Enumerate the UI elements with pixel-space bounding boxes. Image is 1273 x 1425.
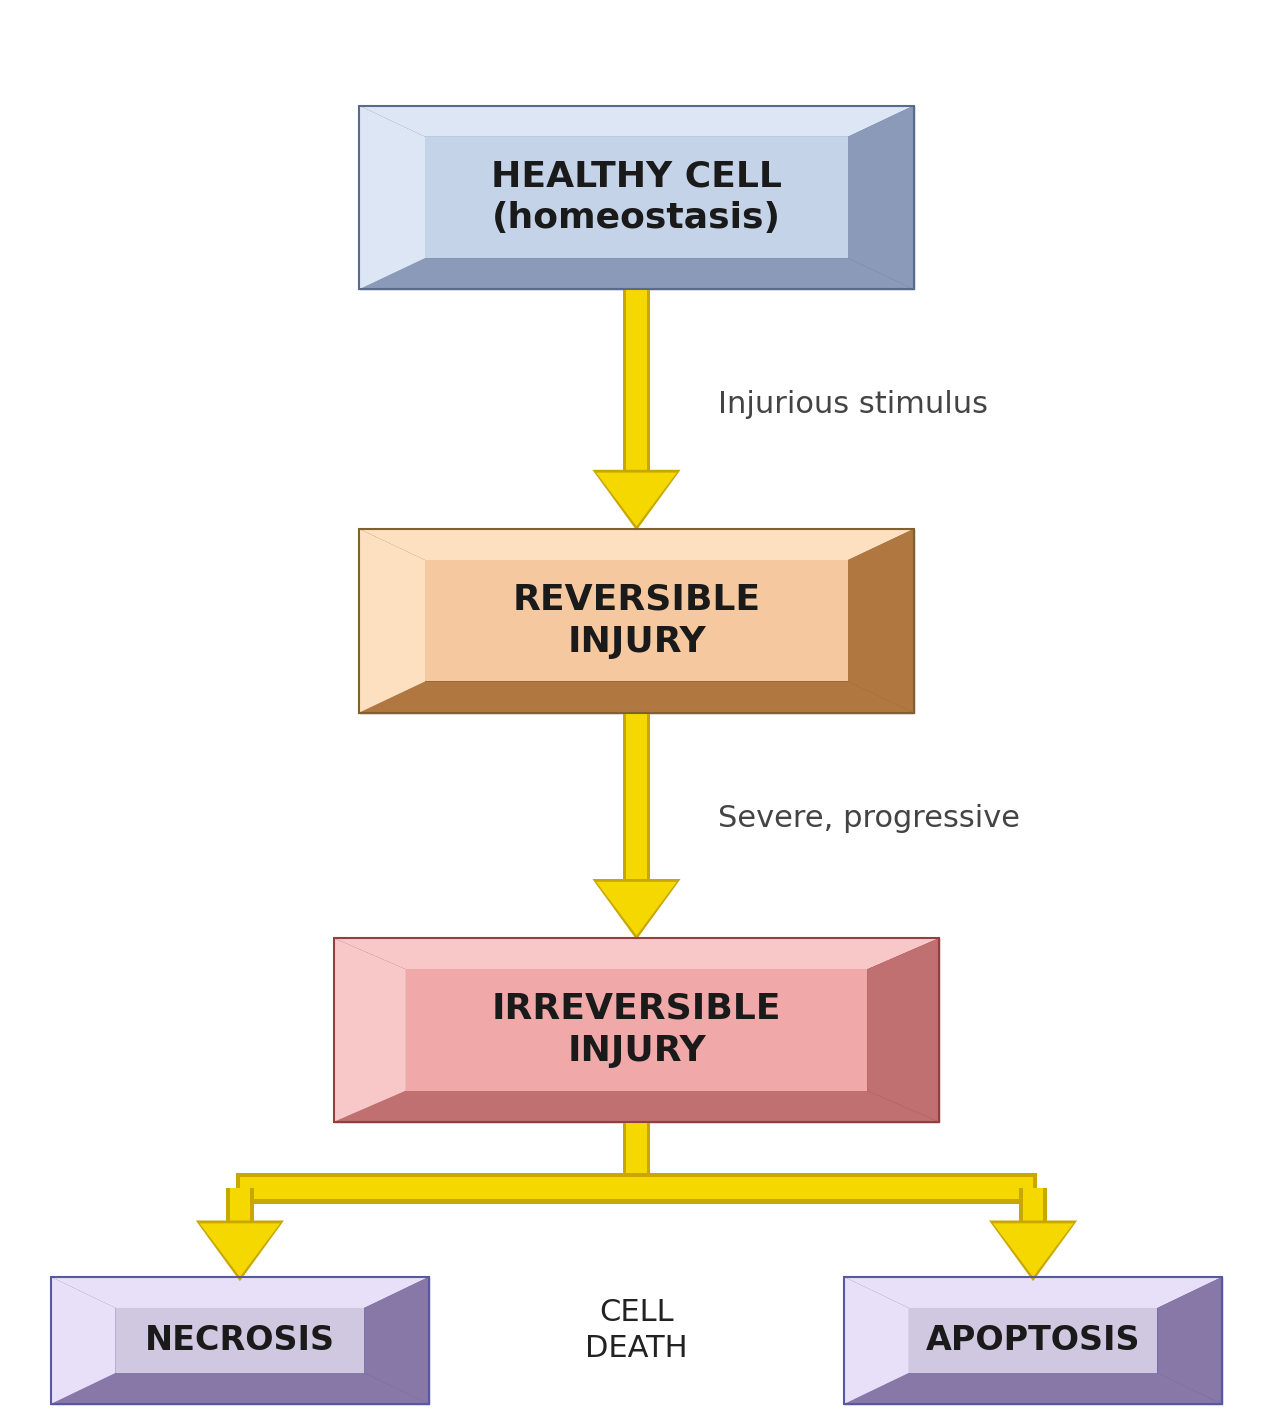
Polygon shape [844, 1277, 909, 1404]
Polygon shape [359, 105, 914, 289]
Polygon shape [335, 938, 406, 1121]
Polygon shape [335, 938, 938, 969]
Polygon shape [844, 1277, 1222, 1308]
Text: Injurious stimulus: Injurious stimulus [718, 390, 988, 419]
Polygon shape [592, 879, 681, 939]
Polygon shape [227, 1188, 253, 1220]
Polygon shape [236, 1173, 1037, 1204]
Polygon shape [359, 105, 425, 289]
Text: NECROSIS: NECROSIS [145, 1324, 335, 1357]
Text: Severe, progressive: Severe, progressive [718, 804, 1021, 832]
Polygon shape [359, 529, 914, 712]
Text: HEALTHY CELL
(homeostasis): HEALTHY CELL (homeostasis) [491, 160, 782, 235]
Polygon shape [592, 470, 681, 530]
Polygon shape [848, 105, 914, 289]
Polygon shape [230, 1188, 250, 1223]
Polygon shape [335, 1090, 938, 1121]
Polygon shape [626, 1121, 647, 1188]
Polygon shape [364, 1277, 429, 1404]
Polygon shape [909, 1308, 1157, 1372]
Polygon shape [989, 1220, 1077, 1281]
Polygon shape [51, 1277, 116, 1404]
Polygon shape [200, 1223, 280, 1277]
Polygon shape [425, 137, 848, 258]
Polygon shape [1157, 1277, 1222, 1404]
Polygon shape [626, 289, 647, 473]
Polygon shape [622, 1121, 651, 1188]
Polygon shape [1023, 1188, 1043, 1223]
Polygon shape [239, 1177, 1034, 1200]
Polygon shape [626, 712, 647, 882]
Polygon shape [596, 473, 677, 526]
Polygon shape [359, 529, 425, 712]
Polygon shape [1020, 1188, 1046, 1220]
Polygon shape [993, 1223, 1073, 1277]
Polygon shape [359, 105, 914, 137]
Polygon shape [359, 258, 914, 289]
Polygon shape [51, 1277, 429, 1404]
Polygon shape [622, 289, 651, 470]
Polygon shape [51, 1372, 429, 1404]
Polygon shape [596, 882, 677, 935]
Polygon shape [844, 1277, 1222, 1404]
Polygon shape [425, 560, 848, 681]
Text: REVERSIBLE
INJURY: REVERSIBLE INJURY [513, 583, 760, 658]
Polygon shape [622, 712, 651, 879]
Text: CELL
DEATH: CELL DEATH [586, 1298, 687, 1364]
Polygon shape [359, 681, 914, 712]
Polygon shape [116, 1308, 364, 1372]
Text: APOPTOSIS: APOPTOSIS [925, 1324, 1141, 1357]
Polygon shape [867, 938, 938, 1121]
Polygon shape [848, 529, 914, 712]
Text: IRREVERSIBLE
INJURY: IRREVERSIBLE INJURY [491, 992, 782, 1069]
Polygon shape [51, 1277, 429, 1308]
Polygon shape [335, 938, 938, 1121]
Polygon shape [844, 1372, 1222, 1404]
Polygon shape [406, 969, 867, 1090]
Polygon shape [359, 529, 914, 560]
Polygon shape [196, 1220, 284, 1281]
